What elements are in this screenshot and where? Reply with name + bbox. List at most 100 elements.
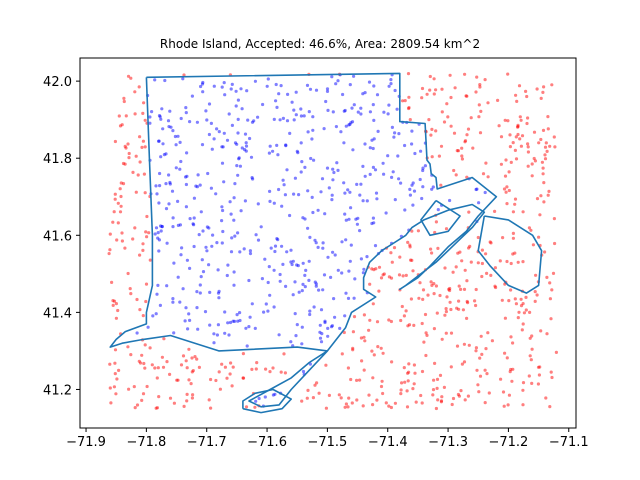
rejected-point [484,347,488,351]
rejected-point [420,401,424,405]
rejected-point [370,349,374,353]
accepted-point [346,188,350,192]
rejected-point [533,299,537,303]
rejected-point [124,114,128,118]
rejected-point [454,265,458,269]
rejected-point [503,316,507,320]
rejected-point [113,348,118,352]
rejected-point [408,118,412,122]
rejected-point [554,350,559,354]
accepted-point [336,79,340,83]
rejected-point [111,220,115,224]
accepted-point [211,233,215,237]
rejected-point [528,354,532,358]
accepted-point [172,331,176,335]
rejected-point [513,197,518,201]
rejected-point [229,361,233,365]
rejected-point [548,144,552,148]
accepted-point [155,192,159,196]
accepted-point [343,108,347,113]
accepted-point [223,93,227,97]
rejected-point [113,139,117,144]
rejected-point [135,403,140,407]
accepted-point [268,189,272,193]
accepted-point [222,180,226,184]
rejected-point [504,190,508,194]
accepted-point [361,199,365,203]
accepted-point [303,273,307,277]
rejected-point [185,366,189,370]
x-tick-label: −71.5 [307,435,347,450]
rejected-point [381,351,385,355]
rejected-point [439,399,444,403]
rejected-point [283,371,287,375]
rejected-point [339,396,343,400]
rejected-point [403,99,407,103]
accepted-point [235,313,239,317]
rejected-point [485,271,489,275]
accepted-point [358,193,362,197]
rejected-point [539,96,543,100]
rejected-point [445,295,449,299]
rejected-point [390,260,394,264]
rejected-point [397,273,402,277]
rejected-point [119,204,123,208]
rejected-point [439,144,444,148]
rejected-point [141,392,146,396]
accepted-point [225,138,230,142]
rejected-point [375,398,379,402]
accepted-point [250,176,254,180]
rejected-point [522,311,527,315]
rejected-point [505,202,509,206]
accepted-point [334,125,338,129]
accepted-point [195,120,199,124]
accepted-point [179,159,183,164]
rejected-point [406,72,411,76]
rejected-point [520,134,525,138]
accepted-point [311,210,315,215]
accepted-point [359,182,363,186]
rejected-point [548,281,552,285]
rejected-point [340,352,344,356]
accepted-point [205,118,209,122]
accepted-point [278,272,282,277]
rejected-point [144,230,148,234]
accepted-point [268,144,272,148]
accepted-point [276,153,280,157]
rejected-point [457,307,461,311]
rejected-point [456,392,460,397]
rejected-point [509,367,513,372]
accepted-point [209,186,213,190]
rejected-point [524,295,528,299]
accepted-point [161,127,165,131]
accepted-point [321,288,325,292]
rejected-point [116,201,120,205]
accepted-point [181,77,185,81]
rejected-point [547,189,551,193]
rejected-point [528,310,532,314]
accepted-point [173,134,177,139]
accepted-point [185,258,189,262]
accepted-point [347,217,351,221]
rejected-point [469,260,473,264]
accepted-point [331,110,335,114]
accepted-point [393,198,397,202]
accepted-point [325,89,330,93]
accepted-point [179,253,183,257]
accepted-point [161,142,165,146]
accepted-point [346,296,351,300]
rejected-point [434,220,438,224]
rejected-point [449,124,453,128]
accepted-point [163,78,167,83]
rejected-point [463,268,467,272]
accepted-point [201,90,205,94]
accepted-point [326,326,330,330]
rejected-point [435,377,440,381]
rejected-point [424,331,428,335]
accepted-point [299,141,303,145]
rejected-point [141,111,145,115]
accepted-point [220,85,224,89]
rejected-point [514,302,519,306]
accepted-point [249,155,254,159]
